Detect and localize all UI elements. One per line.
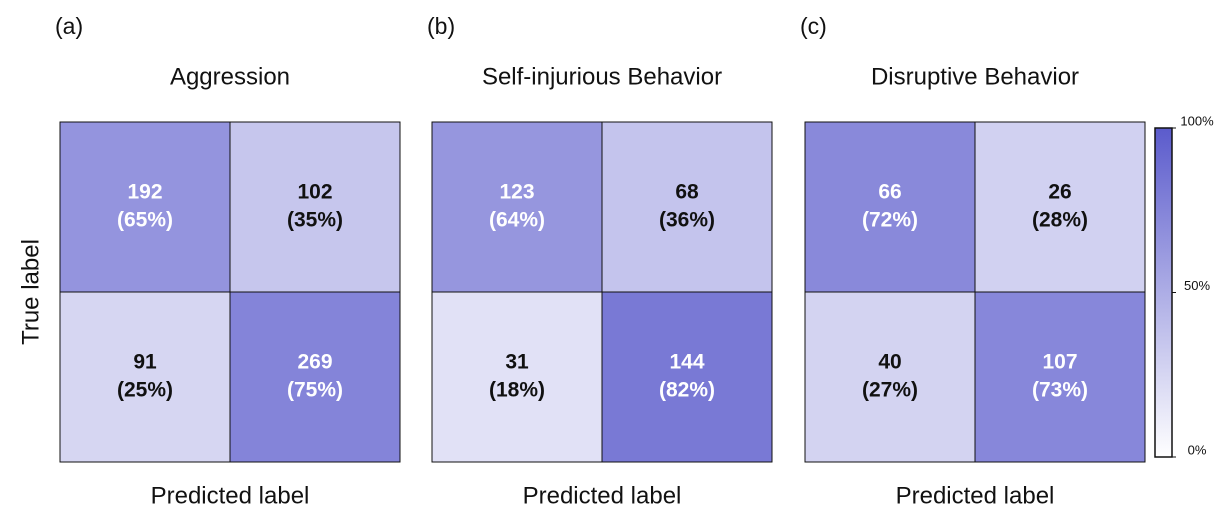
heatmap-cell [431, 121, 603, 293]
heatmap-cell [59, 291, 231, 463]
cell-percent: (27%) [862, 379, 918, 402]
colorbar-tick-label: 100% [1180, 113, 1214, 128]
chart-title: Disruptive Behavior [871, 63, 1079, 90]
heatmap-cell [229, 291, 401, 463]
cell-count: 91 [133, 351, 157, 374]
cell-percent: (65%) [117, 209, 173, 232]
heatmap-cell [974, 291, 1146, 463]
cell-count: 40 [878, 351, 901, 374]
colorbar-tick-label: 0% [1188, 442, 1207, 457]
cell-count: 107 [1042, 351, 1077, 374]
panel-label: (a) [55, 13, 83, 39]
heatmap-cell [804, 291, 976, 463]
cell-count: 102 [297, 181, 332, 204]
cell-percent: (25%) [117, 379, 173, 402]
heatmap-cell [431, 291, 603, 463]
x-axis-label: Predicted label [523, 482, 682, 509]
cell-count: 68 [675, 181, 699, 204]
y-axis-label: True label [17, 239, 44, 345]
panel-label: (c) [800, 13, 827, 39]
cell-percent: (36%) [659, 209, 715, 232]
cell-count: 31 [505, 351, 529, 374]
colorbar [1154, 127, 1173, 458]
cell-count: 144 [669, 351, 704, 374]
heatmap-cell [974, 121, 1146, 293]
cell-percent: (82%) [659, 379, 715, 402]
heatmap-cell [601, 121, 773, 293]
cell-percent: (18%) [489, 379, 545, 402]
cell-percent: (35%) [287, 209, 343, 232]
panel-label: (b) [427, 13, 455, 39]
cell-count: 66 [878, 181, 901, 204]
x-axis-label: Predicted label [896, 482, 1055, 509]
chart-title: Aggression [170, 63, 290, 90]
chart-title: Self-injurious Behavior [482, 63, 722, 90]
colorbar-tick-label: 50% [1184, 278, 1210, 293]
cell-count: 192 [127, 181, 162, 204]
heatmap-cell [804, 121, 976, 293]
heatmap-cell [229, 121, 401, 293]
heatmap-cell [601, 291, 773, 463]
cell-count: 26 [1048, 181, 1071, 204]
x-axis-label: Predicted label [151, 482, 310, 509]
cell-percent: (75%) [287, 379, 343, 402]
cell-percent: (28%) [1032, 209, 1088, 232]
cell-percent: (64%) [489, 209, 545, 232]
cell-count: 123 [499, 181, 534, 204]
cell-percent: (73%) [1032, 379, 1088, 402]
cell-count: 269 [297, 351, 332, 374]
heatmap-cell [59, 121, 231, 293]
cell-percent: (72%) [862, 209, 918, 232]
